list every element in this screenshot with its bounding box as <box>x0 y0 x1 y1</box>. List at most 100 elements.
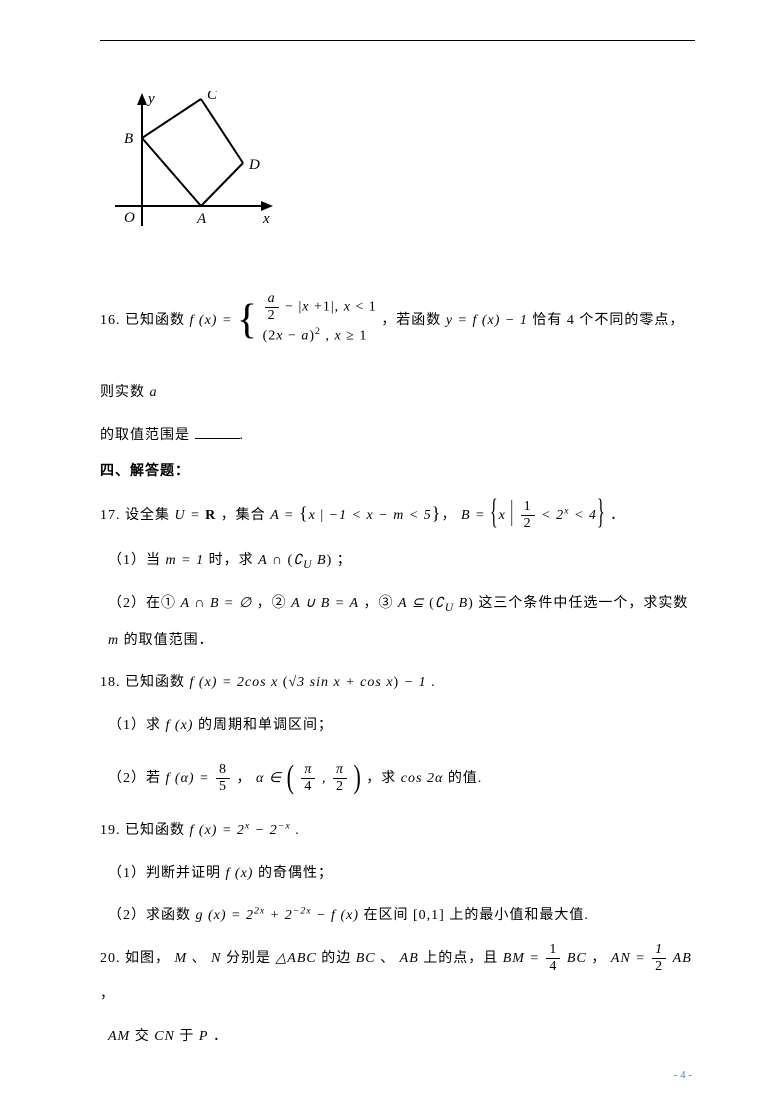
q18-p2-a: π4 <box>301 763 315 794</box>
q20-AN-AB: AB <box>673 951 692 966</box>
q20-prefix: 如图， <box>125 951 170 966</box>
q16-lhs: f (x) = <box>190 313 233 328</box>
q18-p1-f: f (x) <box>166 718 194 733</box>
q19-p1: （1）判断并证明 <box>108 866 221 881</box>
q18-p2-cos: cos 2α <box>401 771 444 786</box>
q18-p2-comma: ， <box>237 771 252 786</box>
q17-number: 17. <box>100 508 121 523</box>
header-rule <box>100 40 695 41</box>
q19-p2-mid: 在区间 <box>364 908 409 923</box>
q20-AN: AN = <box>611 951 650 966</box>
coord-plane-svg: O A B C Dx y <box>110 91 275 231</box>
svg-text:y: y <box>146 91 155 107</box>
q17-prefix: 设全集 <box>125 508 170 523</box>
q20-comma: ， <box>591 951 606 966</box>
answer-blank <box>195 425 240 439</box>
q17-p1-end: ； <box>337 553 352 568</box>
q18-p2-frac: 85 <box>216 763 230 794</box>
q20-mid3: 上的点，且 <box>423 951 498 966</box>
q19-p1-f: f (x) <box>226 866 254 881</box>
svg-text:O: O <box>124 210 135 226</box>
question-17-part2: （2）在① A ∩ B = ∅ ，② A ∪ B = A ，③ A ⊆ (∁U … <box>108 586 695 660</box>
question-18-part1: （1）求 f (x) 的周期和单调区间； <box>108 708 695 744</box>
q20-end-comma: ， <box>100 987 115 1002</box>
q18-number: 18. <box>100 675 121 690</box>
q19-p2: （2）求函数 <box>108 908 191 923</box>
q20-BM-frac: 14 <box>546 943 560 974</box>
q20-l2-mid: 交 <box>135 1029 150 1044</box>
question-20-line2: AM 交 CN 于 P ． <box>108 1019 695 1055</box>
question-20: 20. 如图， M 、 N 分别是 △ABC 的边 BC 、 AB 上的点，且 … <box>100 941 695 1014</box>
q16-tail: 的取值范围是 <box>100 428 190 443</box>
q20-mid1: 分别是 <box>226 951 271 966</box>
q17-p1-mid: 时，求 <box>209 553 254 568</box>
svg-text:x: x <box>262 211 270 227</box>
q18-period: . <box>431 675 436 690</box>
svg-text:A: A <box>196 211 207 227</box>
q19-period: . <box>295 823 300 838</box>
q17-p2-sep2: ，② <box>257 596 287 611</box>
q17-p1-cond: m = 1 <box>166 553 205 568</box>
q16-period: . <box>240 428 245 443</box>
q18-p2-end: 的值. <box>448 771 483 786</box>
q17-B: B = {x | 12 < 2x < 4} <box>461 508 610 523</box>
question-17: 17. 设全集 U = R ，集合 A = {x | −1 < x − m < … <box>100 490 695 537</box>
q20-mid2: 的边 <box>321 951 351 966</box>
q17-U: U = R <box>175 508 217 523</box>
q17-p2-end: 的取值范围． <box>124 633 214 648</box>
q20-BM: BM = <box>503 951 545 966</box>
q17-p2-var: m <box>108 633 119 648</box>
q18-p1: （1）求 <box>108 718 161 733</box>
q19-prefix: 已知函数 <box>125 823 185 838</box>
q20-N: N <box>211 951 221 966</box>
q16-piecewise: { a2 − |x +1|, x < 1 (2x − a)2 , x ≥ 1 <box>237 266 377 375</box>
q20-BM-BC: BC <box>567 951 587 966</box>
question-17-part1: （1）当 m = 1 时，求 A ∩ (∁U B) ； <box>108 543 695 580</box>
svg-text:B: B <box>124 131 133 147</box>
q18-p1-tail: 的周期和单调区间； <box>198 718 333 733</box>
svg-text:C: C <box>207 91 218 103</box>
q20-sep2: 、 <box>380 951 395 966</box>
q20-AN-frac: 12 <box>652 943 666 974</box>
q20-l2-at: 于 <box>179 1029 194 1044</box>
q19-p2-end: 上的最小值和最大值. <box>449 908 589 923</box>
q17-p2-c3: A ⊆ (∁U B) <box>398 596 474 611</box>
q16-cond: y = f (x) − 1 <box>446 313 528 328</box>
q17-p2-sep3: ，③ <box>364 596 394 611</box>
q16-number: 16. <box>100 313 121 328</box>
q16-mid: ，若函数 <box>381 313 441 328</box>
q20-l2-period: ． <box>213 1029 228 1044</box>
question-16: 16. 已知函数 f (x) = { a2 − |x +1|, x < 1 (2… <box>100 266 695 412</box>
q20-BC: BC <box>356 951 376 966</box>
q16-prefix: 已知函数 <box>125 313 185 328</box>
q20-l2-P: P <box>199 1029 209 1044</box>
page-number: - 4 - <box>674 1069 692 1081</box>
q18-p2-mid: ，求 <box>366 771 396 786</box>
q20-AB: AB <box>400 951 419 966</box>
question-18-part2: （2）若 f (α) = 85 ， α ∈ ( π4 , π2 ) ，求 cos… <box>108 750 695 807</box>
q19-p2-g: g (x) = 22x + 2−2x − f (x) <box>196 908 360 923</box>
q18-p2: （2）若 <box>108 771 161 786</box>
q19-p2-int: [0,1] <box>413 908 445 923</box>
q18-func: f (x) = 2cos x (√3 sin x + cos x) − 1 <box>190 675 427 690</box>
svg-text:D: D <box>248 157 260 173</box>
q18-p2-alpha: α ∈ <box>256 771 287 786</box>
question-18: 18. 已知函数 f (x) = 2cos x (√3 sin x + cos … <box>100 665 695 701</box>
q19-p1-tail: 的奇偶性； <box>258 866 333 881</box>
q20-sep1: 、 <box>192 951 207 966</box>
section-4-title: 四、解答题： <box>100 460 695 480</box>
figure-q15: O A B C Dx y <box>110 91 695 236</box>
q17-comma1: ，集合 <box>221 508 266 523</box>
q17-p2-c2: A ∪ B = A <box>291 596 359 611</box>
q18-p2-b: π2 <box>333 763 347 794</box>
q18-prefix: 已知函数 <box>125 675 185 690</box>
q20-l2-AM: AM <box>108 1029 130 1044</box>
q18-p2-lhs: f (α) = <box>166 771 215 786</box>
q19-number: 19. <box>100 823 121 838</box>
q17-p2-tail: 这三个条件中任选一个，求实数 <box>478 596 688 611</box>
q19-func: f (x) = 2x − 2−x <box>190 823 291 838</box>
q17-period: ． <box>610 508 625 523</box>
q20-l2-CN: CN <box>154 1029 175 1044</box>
q20-number: 20. <box>100 951 121 966</box>
q16-var: a <box>150 385 158 400</box>
